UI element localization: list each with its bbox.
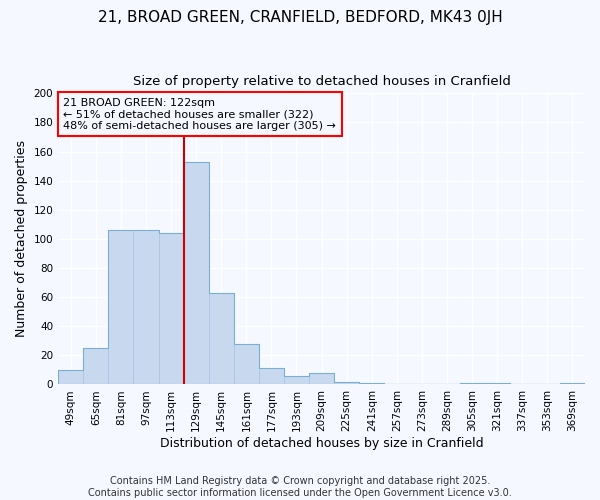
Text: 21, BROAD GREEN, CRANFIELD, BEDFORD, MK43 0JH: 21, BROAD GREEN, CRANFIELD, BEDFORD, MK4…: [98, 10, 502, 25]
Title: Size of property relative to detached houses in Cranfield: Size of property relative to detached ho…: [133, 75, 511, 88]
X-axis label: Distribution of detached houses by size in Cranfield: Distribution of detached houses by size …: [160, 437, 484, 450]
Y-axis label: Number of detached properties: Number of detached properties: [15, 140, 28, 338]
Text: Contains HM Land Registry data © Crown copyright and database right 2025.
Contai: Contains HM Land Registry data © Crown c…: [88, 476, 512, 498]
Text: 21 BROAD GREEN: 122sqm
← 51% of detached houses are smaller (322)
48% of semi-de: 21 BROAD GREEN: 122sqm ← 51% of detached…: [64, 98, 337, 131]
